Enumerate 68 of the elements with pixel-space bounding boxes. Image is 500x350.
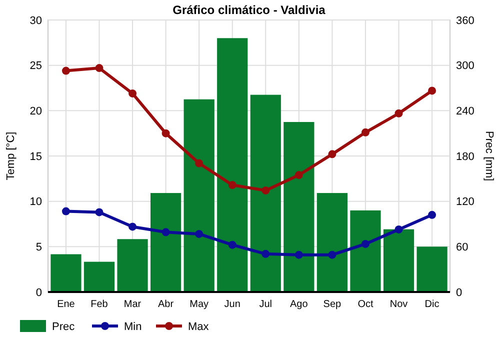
point	[361, 240, 370, 248]
point	[62, 207, 70, 216]
bar	[184, 99, 214, 292]
point	[195, 159, 204, 168]
bar	[117, 239, 148, 292]
point	[162, 129, 170, 138]
bar	[250, 94, 281, 292]
y2-tick-label: 0	[456, 286, 462, 299]
y-tick-label: 20	[30, 106, 42, 118]
point	[394, 225, 403, 234]
x-tick-label: Dic	[424, 299, 440, 310]
y-tick-label: 10	[30, 196, 42, 208]
point	[195, 230, 204, 238]
y-tick-label: 5	[36, 242, 42, 254]
y2-tick-label: 180	[456, 150, 474, 163]
point	[394, 109, 403, 118]
point	[328, 150, 336, 158]
bar	[350, 210, 381, 292]
point	[262, 186, 270, 194]
y-tick-label: 15	[30, 150, 42, 163]
y-tick-label: 25	[30, 60, 42, 72]
point	[428, 86, 436, 95]
bar	[84, 262, 115, 292]
bar	[416, 246, 448, 292]
point	[162, 228, 170, 236]
x-tick-label: Jul	[259, 299, 272, 310]
point	[128, 222, 137, 231]
y-tick-label: 30	[30, 14, 42, 27]
bar	[284, 122, 314, 292]
x-tick-label: Ene	[57, 299, 76, 310]
y2-tick-label: 360	[456, 14, 474, 27]
x-tick-label: Nov	[390, 299, 408, 310]
point	[95, 208, 104, 216]
bar	[217, 38, 248, 292]
point	[128, 89, 137, 98]
point	[294, 250, 303, 259]
point	[262, 250, 270, 258]
legend-label: Max	[188, 320, 210, 333]
y2-tick-label: 60	[456, 242, 468, 254]
point	[228, 240, 236, 249]
x-tick-label: Abr	[158, 299, 174, 310]
bar	[316, 193, 348, 292]
x-tick-label: Feb	[90, 299, 108, 310]
point	[62, 66, 70, 75]
point	[294, 171, 303, 180]
x-tick-label: Mar	[124, 299, 142, 310]
chart-title: Gráfico climático - Valdivia	[172, 3, 326, 17]
point	[428, 210, 436, 219]
point	[228, 181, 236, 190]
point	[361, 128, 370, 136]
point	[328, 250, 336, 259]
x-tick-label: Jun	[224, 299, 240, 310]
y-axis-title: Temp [°C]	[5, 132, 17, 180]
y2-tick-label: 120	[456, 196, 474, 208]
legend-label: Min	[124, 320, 142, 333]
y-tick-label: 0	[36, 286, 42, 299]
y2-tick-label: 300	[456, 60, 474, 72]
x-tick-label: Ago	[290, 299, 308, 310]
bar	[150, 193, 182, 292]
x-tick-label: Oct	[358, 299, 374, 310]
legend-label: Prec	[52, 320, 76, 333]
x-tick-label: May	[190, 299, 209, 310]
point	[95, 64, 104, 72]
y2-axis-title: Prec [mm]	[483, 130, 495, 182]
y2-tick-label: 240	[456, 106, 474, 118]
bar	[50, 254, 82, 292]
bar	[383, 229, 414, 292]
x-tick-label: Sep	[323, 299, 342, 310]
